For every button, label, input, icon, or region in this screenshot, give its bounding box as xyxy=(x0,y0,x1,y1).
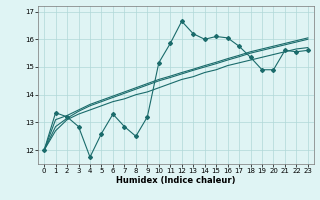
X-axis label: Humidex (Indice chaleur): Humidex (Indice chaleur) xyxy=(116,176,236,185)
